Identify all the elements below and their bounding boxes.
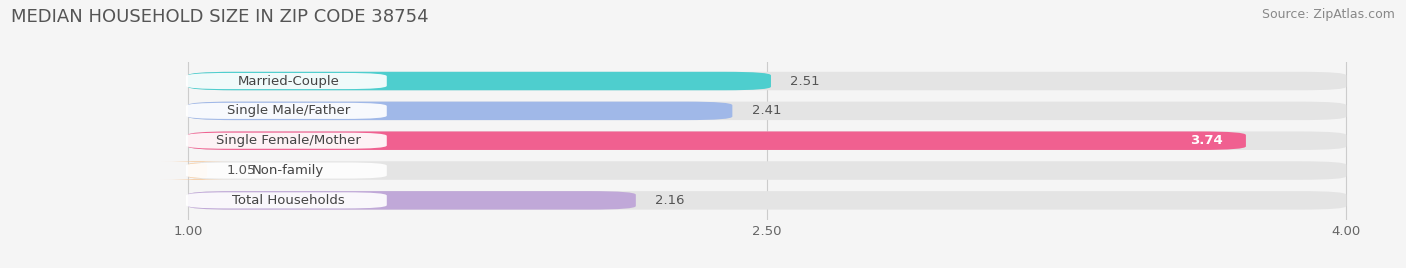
Text: 3.74: 3.74 bbox=[1189, 134, 1223, 147]
FancyBboxPatch shape bbox=[188, 102, 1347, 120]
FancyBboxPatch shape bbox=[186, 192, 387, 209]
FancyBboxPatch shape bbox=[160, 161, 235, 180]
FancyBboxPatch shape bbox=[186, 133, 387, 149]
FancyBboxPatch shape bbox=[186, 103, 387, 119]
FancyBboxPatch shape bbox=[188, 131, 1347, 150]
Text: MEDIAN HOUSEHOLD SIZE IN ZIP CODE 38754: MEDIAN HOUSEHOLD SIZE IN ZIP CODE 38754 bbox=[11, 8, 429, 26]
Text: 2.51: 2.51 bbox=[790, 75, 820, 88]
Text: Single Female/Mother: Single Female/Mother bbox=[217, 134, 361, 147]
FancyBboxPatch shape bbox=[188, 72, 1347, 90]
Text: 1.05: 1.05 bbox=[226, 164, 256, 177]
FancyBboxPatch shape bbox=[188, 102, 733, 120]
FancyBboxPatch shape bbox=[188, 72, 770, 90]
Text: Total Households: Total Households bbox=[232, 194, 344, 207]
FancyBboxPatch shape bbox=[188, 161, 1347, 180]
Text: 2.41: 2.41 bbox=[752, 104, 782, 117]
FancyBboxPatch shape bbox=[188, 191, 1347, 210]
FancyBboxPatch shape bbox=[188, 191, 636, 210]
FancyBboxPatch shape bbox=[186, 73, 387, 89]
Text: Married-Couple: Married-Couple bbox=[238, 75, 339, 88]
FancyBboxPatch shape bbox=[186, 162, 387, 178]
Text: 2.16: 2.16 bbox=[655, 194, 685, 207]
Text: Source: ZipAtlas.com: Source: ZipAtlas.com bbox=[1261, 8, 1395, 21]
Text: Single Male/Father: Single Male/Father bbox=[226, 104, 350, 117]
FancyBboxPatch shape bbox=[188, 131, 1246, 150]
Text: Non-family: Non-family bbox=[252, 164, 325, 177]
